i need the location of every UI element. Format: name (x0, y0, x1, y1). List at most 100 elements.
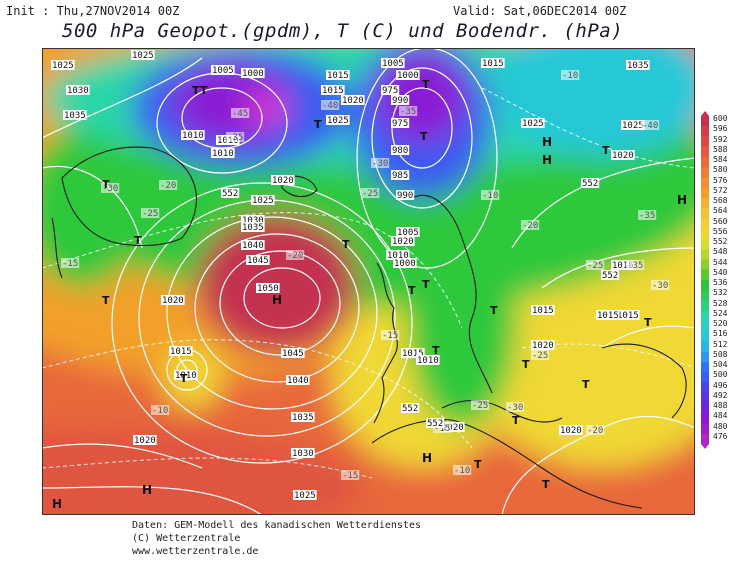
scale-label: 484 (713, 411, 728, 421)
scale-arrow-down (701, 444, 709, 449)
pressure-label: 1025 (622, 121, 644, 131)
pressure-label: 1000 (394, 259, 416, 269)
pressure-label: 1005 (382, 59, 404, 69)
pressure-label: 975 (382, 86, 398, 96)
temperature-label-bg (561, 70, 580, 80)
high-pressure-marker: H (422, 451, 432, 465)
low-pressure-marker: T (134, 234, 142, 247)
low-pressure-marker: T (408, 284, 416, 297)
isotherm (42, 212, 463, 329)
temperature-label-bg (286, 250, 305, 260)
scale-label: 544 (713, 257, 728, 267)
low-pressure-marker: T (180, 372, 188, 385)
temperature-label-bg (641, 120, 660, 130)
temperature-label-bg (226, 132, 245, 142)
pressure-label-bg (396, 227, 420, 237)
pressure-label: 1015 (612, 261, 634, 271)
pressure-label-bg (281, 348, 305, 358)
pressure-label-bg (391, 236, 415, 246)
temperature-label: -25 (532, 351, 548, 361)
low-pressure-marker: T (644, 316, 652, 329)
pressure-label: 1015 (327, 71, 349, 81)
pressure-label-bg (271, 175, 295, 185)
low-pressure-marker: T (314, 118, 322, 131)
temperature-label-bg (399, 106, 418, 116)
map-labels: 1025103010351025101010051000101010101015… (51, 50, 670, 501)
pressure-label-bg (393, 258, 417, 268)
pressure-label-bg (181, 130, 205, 140)
pressure-label: 1000 (397, 71, 419, 81)
temperature-label-bg (371, 158, 390, 168)
pressure-label: 1015 (597, 311, 619, 321)
pressure-label-bg (391, 118, 410, 128)
scale-label: 580 (713, 165, 728, 175)
low-pressure-marker: T (192, 84, 200, 97)
temperature-label-bg (159, 180, 178, 190)
temperature-label: -30 (507, 403, 523, 413)
pressure-label-bg (381, 85, 400, 95)
pressure-label-bg (211, 148, 235, 158)
scale-swatch (701, 413, 709, 424)
pressure-label-bg (381, 58, 405, 68)
pressure-label: 975 (392, 119, 408, 129)
scale-swatch (701, 259, 709, 271)
scale-label: 572 (713, 185, 728, 195)
scale-label: 600 (713, 114, 728, 123)
mediterranean-coast (371, 419, 643, 509)
scale-label: 476 (713, 431, 728, 441)
pressure-label: 1015 (170, 347, 192, 357)
scale-label: 592 (713, 134, 728, 144)
temperature-label: -30 (652, 281, 668, 291)
pressure-label: 1020 (134, 436, 156, 446)
scale-label: 588 (713, 144, 728, 154)
pressure-label: 990 (392, 96, 408, 106)
scale-swatch (701, 290, 709, 301)
scale-swatch (701, 228, 709, 240)
temperature-label: -20 (522, 221, 538, 231)
init-time: Init : Thu,27NOV2014 00Z (6, 4, 180, 18)
pressure-label: 1035 (292, 413, 314, 423)
pressure-label: 1050 (257, 284, 279, 294)
scale-swatch (701, 403, 709, 414)
valid-time: Valid: Sat,06DEC2014 00Z (453, 4, 627, 18)
isobar (111, 182, 413, 464)
pressure-label-bg (131, 50, 155, 60)
pressure-label: 1005 (212, 66, 234, 76)
scale-swatch (701, 136, 709, 148)
pressure-label-bg (291, 412, 315, 422)
pressure-label-bg (256, 283, 280, 293)
low-pressure-marker: T (420, 130, 428, 143)
pressure-label: 1045 (282, 349, 304, 359)
scale-label: 560 (713, 216, 728, 226)
france-coast (441, 400, 563, 423)
high-pressure-marker: H (52, 497, 62, 511)
pressure-label-bg (241, 240, 265, 250)
isotherm (481, 87, 695, 169)
pressure-label-bg (521, 118, 545, 128)
scale-swatch (701, 187, 709, 199)
pressure-label-bg (241, 68, 265, 78)
scale-swatch (701, 249, 709, 260)
iceland-coast (281, 175, 318, 198)
temperature-label: -10 (454, 466, 470, 476)
pressure-label: 990 (397, 191, 413, 201)
pressure-label-bg (396, 70, 420, 80)
low-pressure-marker: T (102, 294, 110, 307)
pressure-label-bg (169, 346, 193, 356)
pressure-label-bg (161, 295, 185, 305)
scale-label: 568 (713, 196, 728, 205)
temperature-label: -20 (587, 426, 603, 436)
pressure-label-bg (596, 310, 620, 320)
isobar (194, 233, 360, 383)
low-pressure-marker: T (522, 358, 530, 371)
pressure-label: 1035 (242, 223, 264, 233)
isobar (219, 250, 341, 356)
temperature-label: -40 (642, 121, 658, 131)
pressure-label: 1025 (52, 61, 74, 71)
temperature-label: -10 (482, 191, 498, 201)
low-pressure-marker: T (102, 178, 110, 191)
low-pressure-marker: T (474, 458, 482, 471)
high-pressure-marker: H (542, 153, 552, 167)
field-cyan-ne (492, 48, 695, 158)
scale-swatch (701, 310, 709, 322)
